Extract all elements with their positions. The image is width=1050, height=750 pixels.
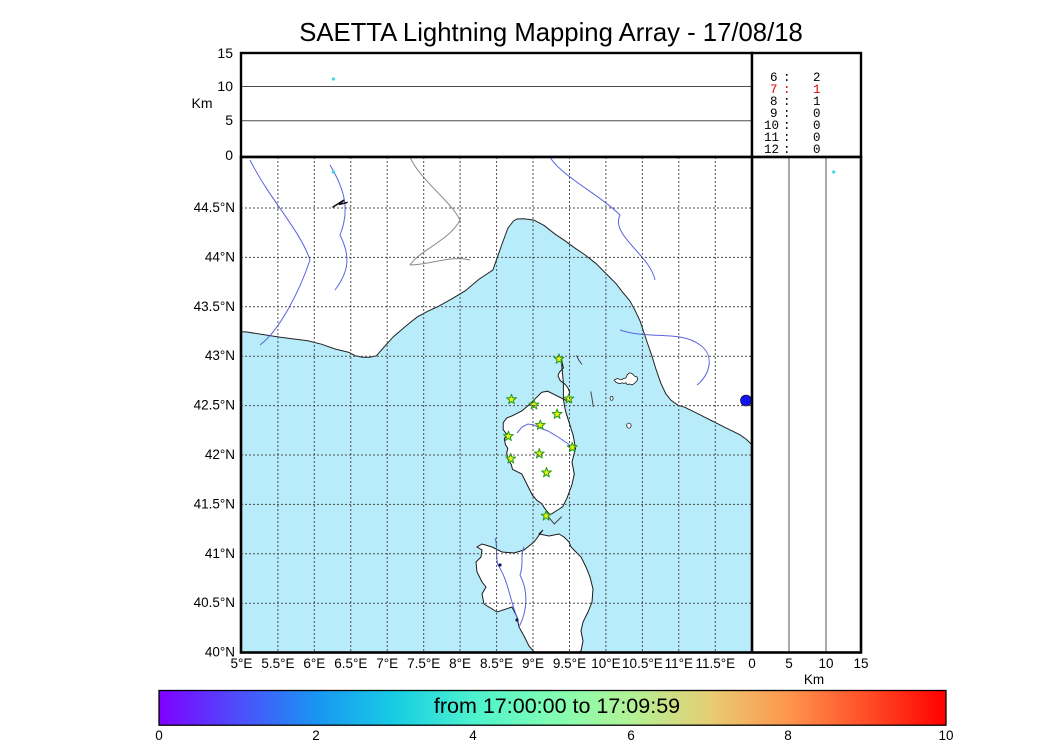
svg-text:12: 12: [764, 143, 779, 157]
svg-text:9°E: 9°E: [522, 656, 544, 671]
svg-text:10°E: 10°E: [591, 656, 620, 671]
svg-text:8°E: 8°E: [449, 656, 471, 671]
svg-text:44°N: 44°N: [205, 249, 235, 264]
svg-text:from 17:00:00 to 17:09:59: from 17:00:00 to 17:09:59: [434, 694, 680, 718]
svg-text:10: 10: [217, 78, 233, 94]
svg-text:5: 5: [785, 656, 793, 671]
svg-text:5°E: 5°E: [230, 656, 252, 671]
svg-text:0: 0: [813, 143, 821, 157]
svg-text:0: 0: [155, 728, 163, 743]
svg-text:8: 8: [784, 728, 792, 743]
svg-text:9.5°E: 9.5°E: [553, 656, 586, 671]
svg-text:41.5°N: 41.5°N: [194, 496, 235, 511]
svg-text:0: 0: [748, 656, 756, 671]
svg-text:10.5°E: 10.5°E: [622, 656, 663, 671]
svg-text:6: 6: [627, 728, 635, 743]
svg-text:11.5°E: 11.5°E: [695, 656, 735, 671]
svg-text::: :: [783, 143, 791, 157]
svg-text:10: 10: [938, 728, 953, 743]
svg-text:43°N: 43°N: [205, 348, 235, 363]
svg-text:7°E: 7°E: [376, 656, 398, 671]
svg-text:0: 0: [225, 147, 233, 163]
svg-text:5.5°E: 5.5°E: [261, 656, 294, 671]
svg-text:2: 2: [312, 728, 320, 743]
svg-text:15: 15: [853, 656, 868, 671]
svg-text:42.5°N: 42.5°N: [194, 398, 235, 413]
svg-text:SAETTA Lightning Mapping Array: SAETTA Lightning Mapping Array - 17/08/1…: [299, 19, 803, 47]
svg-text:8.5°E: 8.5°E: [480, 656, 513, 671]
svg-text:42°N: 42°N: [205, 447, 235, 462]
svg-text:10: 10: [818, 656, 833, 671]
svg-text:6°E: 6°E: [303, 656, 325, 671]
svg-text:40.5°N: 40.5°N: [194, 595, 235, 610]
svg-text:11°E: 11°E: [665, 656, 693, 671]
svg-text:6.5°E: 6.5°E: [334, 656, 367, 671]
svg-text:4: 4: [469, 728, 477, 743]
svg-text:5: 5: [225, 112, 233, 128]
svg-text:43.5°N: 43.5°N: [194, 299, 235, 314]
svg-text:44.5°N: 44.5°N: [194, 200, 235, 215]
svg-text:Km: Km: [804, 672, 824, 687]
svg-text:7.5°E: 7.5°E: [407, 656, 440, 671]
svg-text:Km: Km: [192, 95, 213, 111]
svg-text:15: 15: [217, 45, 233, 61]
svg-text:41°N: 41°N: [205, 546, 235, 561]
